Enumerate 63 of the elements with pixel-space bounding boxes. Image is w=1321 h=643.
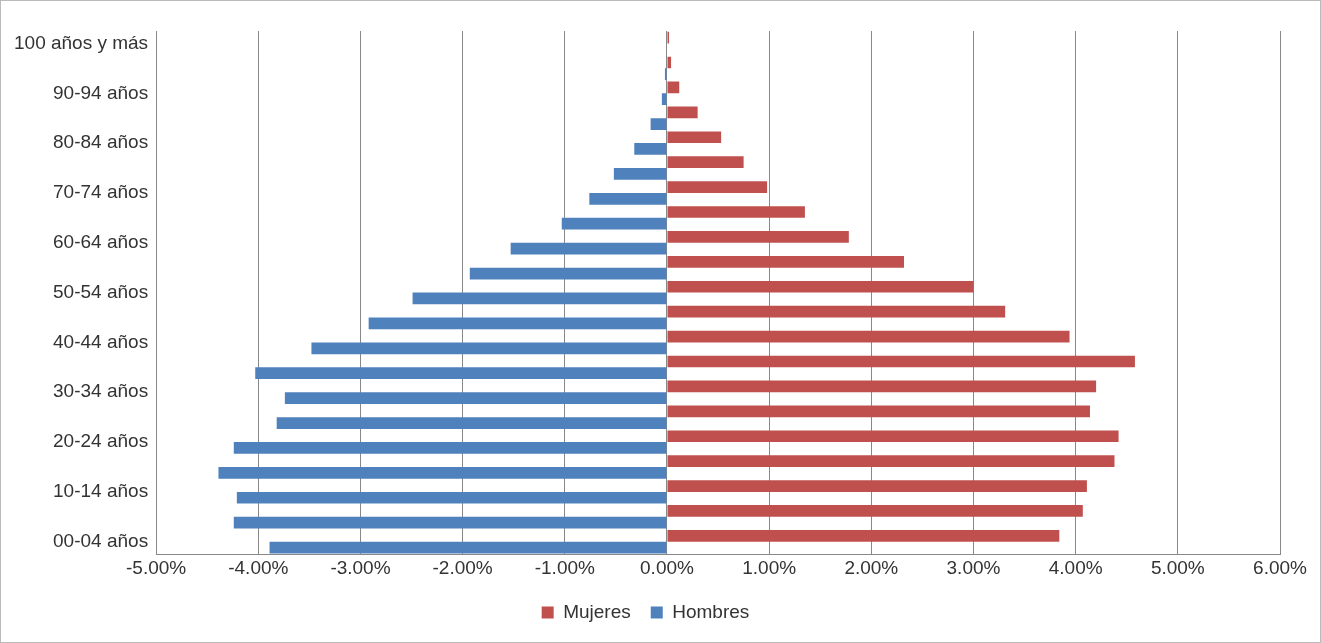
x-tick-label: -3.00% <box>330 556 391 578</box>
y-tick-label: 20-24 años <box>53 430 149 452</box>
y-tick-label: 50-54 años <box>53 280 149 302</box>
x-tick-label: 1.00% <box>742 556 797 578</box>
bar <box>469 267 667 280</box>
bar <box>233 516 667 529</box>
y-tick-label: 70-74 años <box>53 181 149 203</box>
bar <box>667 405 1090 418</box>
bar <box>667 430 1119 443</box>
bar <box>667 106 698 119</box>
bar <box>667 505 1083 517</box>
legend-label: Mujeres <box>563 600 631 622</box>
bar <box>368 317 667 330</box>
bar <box>667 305 1006 318</box>
bar <box>650 118 667 130</box>
bar <box>613 168 667 180</box>
x-tick-label: 0.00% <box>640 556 695 578</box>
x-tick-label: 3.00% <box>946 556 1001 578</box>
x-tick-label: 2.00% <box>844 556 899 578</box>
y-tick-label: 80-84 años <box>53 131 149 153</box>
bar <box>667 131 722 144</box>
bar <box>276 417 667 429</box>
bar <box>667 255 905 268</box>
x-tick-label: -5.00% <box>126 556 187 578</box>
bar <box>667 455 1115 467</box>
bar <box>667 156 744 169</box>
bar <box>510 242 667 255</box>
legend-label: Hombres <box>672 600 750 622</box>
x-tick-label: 5.00% <box>1150 556 1205 578</box>
bar <box>667 330 1070 343</box>
y-tick-label: 00-04 años <box>53 529 149 551</box>
bar <box>236 491 667 504</box>
bar <box>667 480 1087 492</box>
bar <box>667 530 1060 542</box>
bar <box>667 56 672 69</box>
bar <box>284 392 667 404</box>
bar <box>269 541 667 554</box>
x-tick-label: 4.00% <box>1048 556 1103 578</box>
bar <box>561 217 667 230</box>
bar <box>667 280 974 293</box>
bar <box>412 292 667 305</box>
x-tick-label: -2.00% <box>432 556 493 578</box>
y-tick-label: 60-64 años <box>53 231 149 253</box>
bar <box>634 143 667 155</box>
y-tick-label: 90-94 años <box>53 81 149 103</box>
bar <box>667 206 805 218</box>
y-tick-label: 30-34 años <box>53 380 149 402</box>
bar <box>218 467 667 479</box>
x-tick-label: -4.00% <box>228 556 289 578</box>
x-tick-label: 6.00% <box>1253 556 1308 578</box>
bar <box>233 442 667 454</box>
y-tick-label: 100 años y más <box>13 31 149 53</box>
bar <box>311 342 667 355</box>
bar <box>255 367 667 380</box>
x-tick-label: -1.00% <box>534 556 596 578</box>
bar <box>667 355 1135 368</box>
bar <box>667 181 768 193</box>
bar <box>667 380 1097 393</box>
bar <box>667 81 680 94</box>
y-tick-label: 40-44 años <box>53 330 149 352</box>
bar <box>667 231 849 243</box>
bar <box>589 192 667 205</box>
y-tick-label: 10-14 años <box>53 480 149 502</box>
